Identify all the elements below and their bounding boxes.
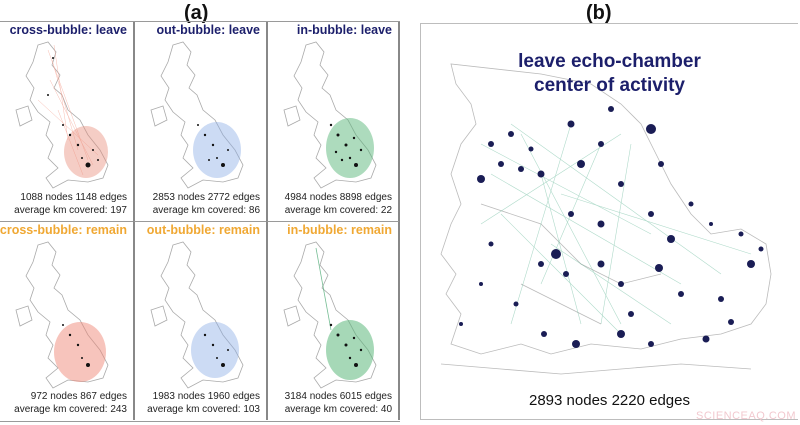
uk-network-map-red: [15, 41, 109, 189]
uk-network-map-green: [283, 241, 377, 389]
cell-stats: 4984 nodes 8898 edges average km covered…: [285, 191, 392, 217]
average-km: average km covered: 243: [14, 404, 127, 415]
cell-in-bubble-remain: in-bubble: remain 3184 nodes 6015 edges …: [266, 221, 400, 420]
nodes-edges-count: 4984 nodes 8898 edges: [284, 192, 392, 203]
cell-stats: 3184 nodes 6015 edges average km covered…: [285, 390, 392, 416]
nodes-edges-count: 2853 nodes 2772 edges: [152, 192, 260, 203]
cell-in-bubble-leave: in-bubble: leave 4984 nodes 8898 edges a…: [266, 22, 400, 221]
cell-stats: 2853 nodes 2772 edges average km covered…: [153, 191, 260, 217]
average-km: average km covered: 22: [284, 205, 392, 216]
cell-title: out-bubble: remain: [146, 223, 260, 237]
panel-b-label: (b): [586, 2, 612, 24]
panel-a-label: (a): [184, 2, 209, 24]
cell-stats: 972 nodes 867 edges average km covered: …: [14, 390, 127, 416]
nodes-edges-count: 1088 nodes 1148 edges: [20, 192, 127, 203]
cell-out-bubble-remain: out-bubble: remain 1983 nodes 1960 edges…: [133, 221, 266, 420]
panel-b-title-line1: leave echo-chamber: [518, 51, 701, 72]
cell-title: in-bubble: leave: [296, 23, 392, 37]
cell-out-bubble-leave: out-bubble: leave 2853 nodes 2772 edges …: [133, 22, 266, 221]
watermark: SCIENCEAQ.COM: [695, 410, 796, 422]
average-km: average km covered: 103: [147, 404, 260, 415]
cell-stats: 1983 nodes 1960 edges average km covered…: [147, 390, 260, 416]
panel-b: leave echo-chamber center of activity 28…: [420, 23, 798, 420]
cell-cross-bubble-leave: cross-bubble: leave 1088 nodes 1148 edge…: [0, 22, 133, 221]
uk-network-map-blue: [150, 241, 244, 389]
panel-b-nodes-edges: 2893 nodes 2220 edges: [529, 392, 690, 409]
uk-network-map-red: [15, 241, 109, 389]
cell-title: in-bubble: remain: [287, 223, 392, 237]
nodes-edges-count: 1983 nodes 1960 edges: [152, 391, 260, 402]
echo-chamber-network-map: [440, 63, 772, 375]
cell-stats: 1088 nodes 1148 edges average km covered…: [14, 191, 127, 217]
average-km: average km covered: 86: [152, 205, 260, 216]
panel-b-title: leave echo-chamber center of activity: [421, 50, 798, 98]
cell-title: cross-bubble: remain: [0, 223, 127, 237]
average-km: average km covered: 197: [14, 205, 127, 216]
average-km: average km covered: 40: [284, 404, 392, 415]
uk-network-map-green: [283, 41, 377, 189]
cell-title: cross-bubble: leave: [9, 23, 127, 37]
panel-b-title-line2: center of activity: [534, 75, 685, 96]
nodes-edges-count: 3184 nodes 6015 edges: [284, 391, 392, 402]
cell-title: out-bubble: leave: [156, 23, 260, 37]
cell-cross-bubble-remain: cross-bubble: remain 972 nodes 867 edges…: [0, 221, 133, 420]
nodes-edges-count: 972 nodes 867 edges: [30, 391, 127, 402]
panel-a-grid: cross-bubble: leave 1088 nodes 1148 edge…: [0, 21, 400, 422]
uk-network-map-blue: [150, 41, 244, 189]
